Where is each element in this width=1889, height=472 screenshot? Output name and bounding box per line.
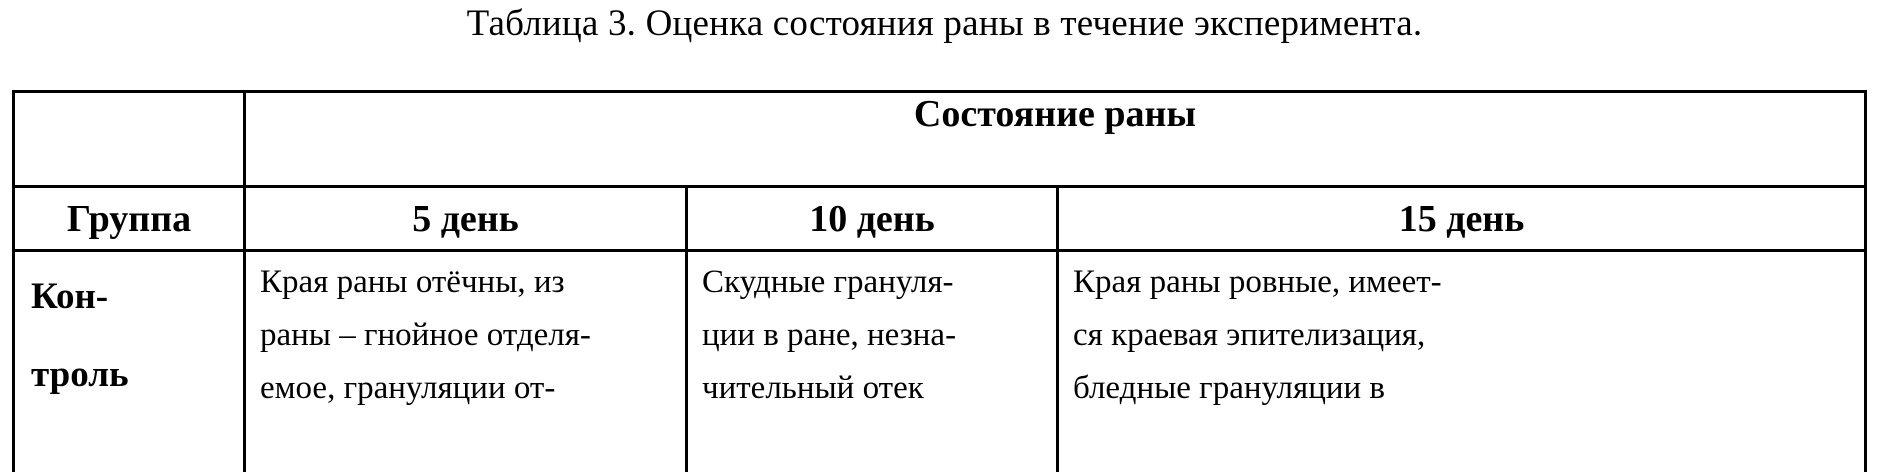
- header-corner-cell: [12, 90, 246, 188]
- table-caption: Таблица 3. Оценка состояния раны в течен…: [466, 3, 1423, 44]
- wound-condition-table: Состояние раны Группа 5 день 10 день 15 …: [12, 90, 1868, 472]
- header-group: Группа: [12, 185, 246, 252]
- cell-group-control: Кон- троль: [12, 249, 246, 472]
- table-header-row-days: Группа 5 день 10 день 15 день: [12, 185, 1868, 252]
- header-wound-condition: Состояние раны: [242, 90, 1868, 188]
- cell-control-day10-text: Скудные грануля- ции в ране, незна- чите…: [702, 264, 957, 406]
- cell-control-day15-text: Края раны ровные, имеет- ся краевая эпит…: [1073, 264, 1442, 406]
- header-day-5: 5 день: [243, 185, 688, 252]
- cell-control-day10: Скудные грануля- ции в ране, незна- чите…: [685, 249, 1059, 472]
- table-row: Кон- троль Края раны отёчны, из раны – г…: [12, 249, 1868, 472]
- cell-control-day5: Края раны отёчны, из раны – гнойное отде…: [243, 249, 688, 472]
- cell-group-control-text: Кон- троль: [31, 276, 129, 395]
- table-header-row-top: Состояние раны: [12, 90, 1868, 188]
- cell-control-day5-text: Края раны отёчны, из раны – гнойное отде…: [260, 264, 591, 406]
- header-day-10: 10 день: [685, 185, 1059, 252]
- header-day-15: 15 день: [1055, 185, 1868, 252]
- cell-control-day15: Края раны ровные, имеет- ся краевая эпит…: [1055, 249, 1868, 472]
